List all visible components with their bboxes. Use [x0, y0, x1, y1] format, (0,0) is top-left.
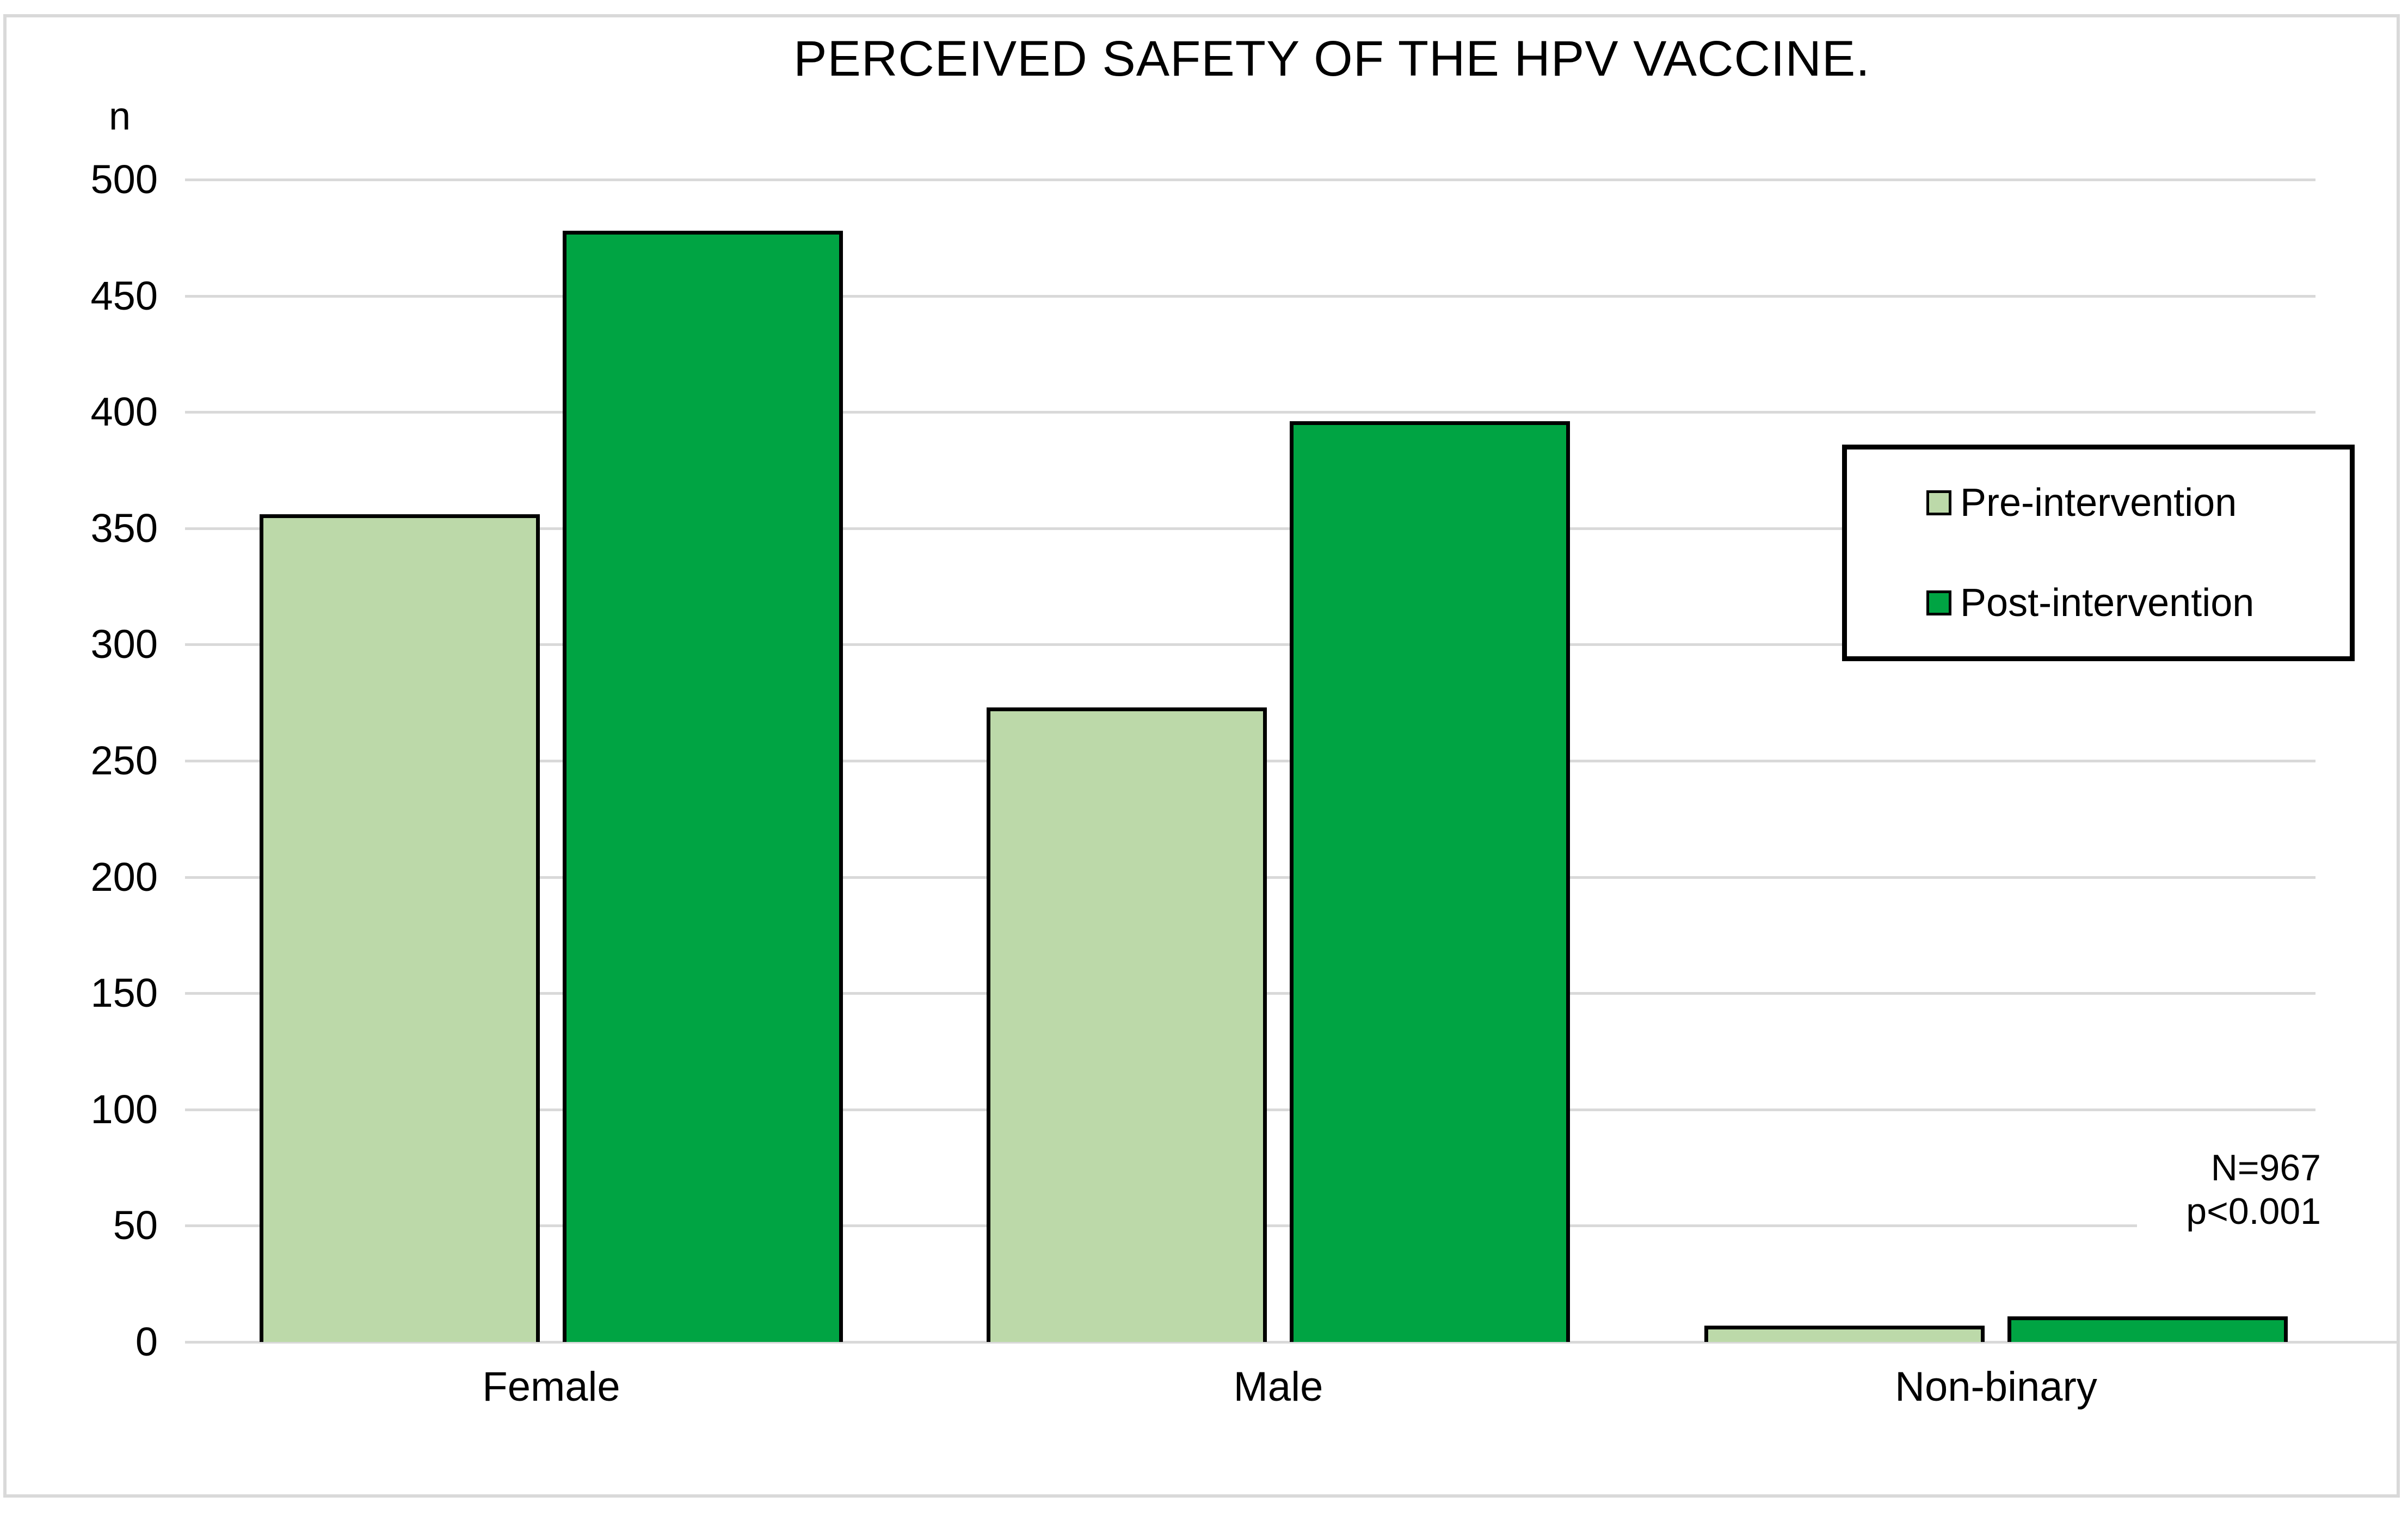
y-tick-label-50: 50	[113, 1203, 158, 1248]
bar-male-pre-intervention	[987, 707, 1267, 1342]
bar-non-binary-post-intervention	[2007, 1316, 2288, 1342]
bar-male-post-intervention	[1290, 421, 1570, 1342]
bar-female-pre-intervention	[260, 514, 540, 1342]
gridline-450	[185, 295, 2315, 298]
y-tick-label-300: 300	[90, 621, 158, 667]
legend-item-pre-intervention: Pre-intervention	[1926, 481, 2237, 525]
y-tick-label-400: 400	[90, 389, 158, 434]
y-tick-label-0: 0	[135, 1319, 158, 1364]
gridline-300	[185, 643, 2315, 646]
annotation-p-value: p<0.001	[2186, 1191, 2321, 1232]
gridline-500	[185, 178, 2315, 181]
y-axis-unit-label: n	[108, 95, 131, 138]
figure-frame	[3, 14, 2400, 1498]
y-tick-label-250: 250	[90, 738, 158, 783]
gridline-350	[185, 527, 2315, 530]
legend-swatch-post-intervention	[1926, 590, 1951, 615]
bar-female-post-intervention	[563, 231, 843, 1342]
legend-swatch-pre-intervention	[1926, 490, 1951, 515]
legend-item-post-intervention: Post-intervention	[1926, 581, 2254, 625]
gridline-400	[185, 411, 2315, 414]
y-tick-label-200: 200	[90, 854, 158, 900]
x-axis-line	[185, 1341, 2400, 1344]
legend-box: Pre-intervention Post-intervention	[1842, 445, 2355, 661]
annotation-sample-size: N=967	[2210, 1147, 2321, 1188]
y-tick-label-150: 150	[90, 970, 158, 1015]
x-category-label-non-binary: Non-binary	[1895, 1364, 2097, 1410]
x-category-label-male: Male	[1233, 1364, 1323, 1410]
bar-non-binary-pre-intervention	[1704, 1326, 1985, 1342]
annotation-box: N=967 p<0.001	[2137, 1146, 2321, 1233]
chart-title: PERCEIVED SAFETY OF THE HPV VACCINE.	[793, 31, 1870, 87]
x-category-label-female: Female	[482, 1364, 620, 1410]
y-tick-label-500: 500	[90, 157, 158, 202]
legend-label: Post-intervention	[1960, 581, 2255, 625]
legend-label: Pre-intervention	[1960, 481, 2237, 525]
y-tick-label-450: 450	[90, 273, 158, 318]
y-tick-label-100: 100	[90, 1087, 158, 1132]
y-tick-label-350: 350	[90, 506, 158, 551]
